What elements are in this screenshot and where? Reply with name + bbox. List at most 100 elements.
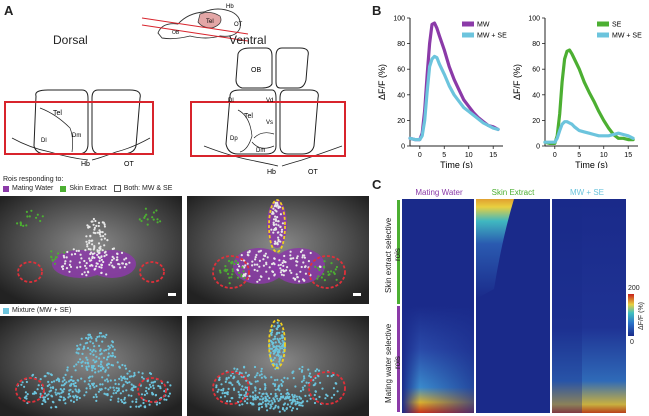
roi-legend: Mating Water Skin Extract Both: MW & SE [3,185,172,192]
roi-dot [90,263,93,267]
roi-dot [151,393,154,396]
roi-dot [231,273,234,276]
roi-dot [155,209,158,212]
roi-dot [93,386,96,389]
roi-dot [246,253,249,256]
roi-dot [99,349,102,352]
roi-dot [80,337,83,340]
roi-dot [96,231,99,234]
roi-dot [35,216,38,219]
roi-dot [281,380,285,383]
roi-dot [89,352,92,355]
roi-dot [286,396,289,399]
roi-dot [260,367,263,370]
roi-dot [98,265,101,268]
roi-dot [130,383,133,386]
roi-dot [100,266,103,269]
roi-dot [224,265,227,268]
roi-dot [308,372,312,375]
roi-dot [91,220,94,223]
roi-dot [113,266,116,269]
roi-dot [281,407,285,410]
roi-dot [280,269,283,272]
roi-dot [151,216,154,219]
roi-dot [259,249,263,252]
roi-dot [37,384,40,387]
roi-dot [87,247,90,251]
roi-dot [301,369,304,372]
roi-dot [95,265,98,268]
ventral-dp-label: Dp [230,136,238,142]
ventral-ob-label: OB [251,67,261,74]
ventral-roi-image [187,196,369,304]
roi-dot [81,364,84,368]
roi-dot [98,335,101,338]
roi-dot [88,379,91,382]
roi-dot [317,275,320,278]
roi-dot [157,384,160,388]
roi-dot [236,380,239,384]
roi-dot [81,360,84,363]
roi-dot [286,266,289,269]
dorsal-mixture-image [0,316,182,416]
roi-dot [83,394,86,397]
roi-dot [141,376,144,379]
roi-dot [86,341,89,344]
roi-dot [274,218,277,221]
dorsal-ot-label: OT [124,161,134,168]
roi-dot [92,382,95,385]
roi-dot [144,207,147,210]
heatmap [402,199,626,413]
roi-dot [66,366,69,369]
x-axis-label: Time (s) [440,160,473,168]
roi-dot [25,395,28,398]
roi-dot [68,389,71,392]
roi-dot [249,382,252,385]
roi-dot [273,257,276,260]
roi-dot [116,258,119,261]
roi-dot [315,368,319,371]
roi-dot [262,258,265,261]
roi-dot [94,232,97,235]
roi-dot [289,254,292,257]
roi-dot [215,386,218,389]
roi-dot [240,273,243,276]
roi-dot [279,267,282,270]
roi-dot [256,372,259,375]
roi-dot [75,351,78,354]
roi-dot [282,264,285,267]
roi-dot [272,407,275,410]
roi-dot [305,381,308,384]
roi-dot [63,256,66,259]
roi-dot [74,388,77,391]
roi-dot [55,393,58,396]
roi-dot [254,256,257,259]
roi-dot [260,373,263,376]
roi-dot [44,400,47,404]
roi-dot [279,233,282,236]
roi-dot [68,263,71,266]
roi-dot [101,231,104,234]
roi-dot [97,370,100,373]
roi-dot [277,238,280,241]
roi-dot [330,270,333,273]
roi-dot [254,258,257,261]
roi-dot [85,336,88,340]
roi-dot [115,391,118,394]
roi-dot [258,374,261,377]
roi-dot [223,391,226,395]
legend-label-skin-extract: Skin Extract [69,185,107,192]
roi-dot [109,379,112,382]
roi-dot [63,388,66,391]
roi-dot [103,255,106,258]
roi-dot [290,271,293,274]
roi-dot [251,260,254,263]
roi-dot [60,384,64,387]
roi-dot [231,397,234,400]
roi-dot [272,397,275,400]
roi-dot [72,382,75,386]
roi-dot [303,384,306,387]
roi-dot [99,353,102,356]
roi-dot [87,271,90,274]
roi-dot [238,394,242,397]
